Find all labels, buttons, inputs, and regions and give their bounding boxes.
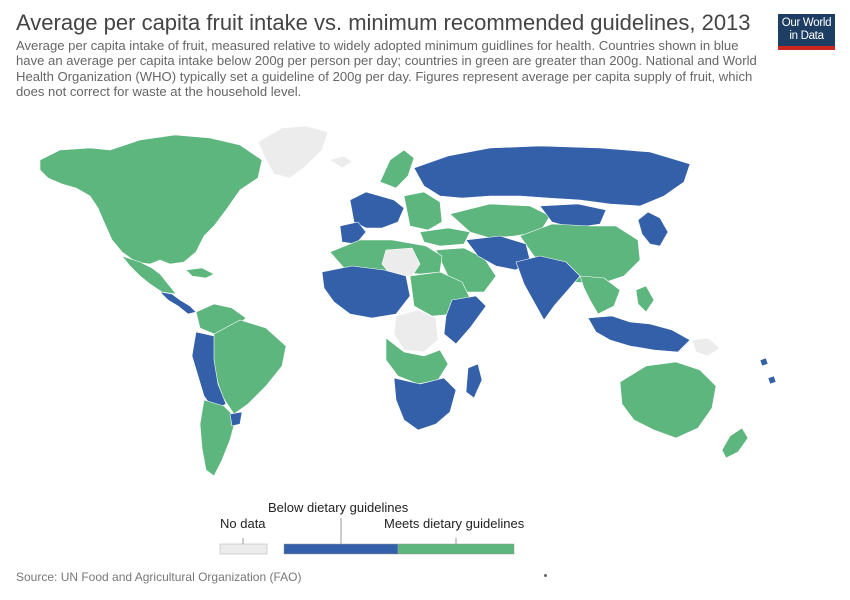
- region-caribbean[interactable]: [185, 267, 215, 279]
- region-iberia[interactable]: [339, 221, 367, 245]
- source-note[interactable]: Source: UN Food and Agricultural Organiz…: [16, 570, 302, 584]
- legend-swatch-meets[interactable]: [397, 543, 515, 555]
- region-mexico[interactable]: [121, 255, 177, 295]
- region-mongolia[interactable]: [539, 203, 607, 229]
- footer-dot: [544, 574, 547, 577]
- region-greenland[interactable]: [257, 125, 329, 179]
- region-east-central-africa[interactable]: [385, 337, 449, 385]
- region-papua-new-guinea[interactable]: [691, 337, 721, 357]
- legend-swatches: [219, 518, 515, 555]
- logo-line-2: in Data: [789, 29, 824, 42]
- logo-underline: [778, 46, 835, 50]
- legend-swatch-no-data[interactable]: [219, 543, 268, 555]
- owid-logo[interactable]: Our World in Data: [778, 14, 835, 50]
- region-argentina-chile[interactable]: [199, 399, 237, 477]
- chart-title: Average per capita fruit intake vs. mini…: [16, 10, 751, 35]
- region-scandinavia[interactable]: [379, 149, 415, 189]
- region-southern-africa[interactable]: [393, 377, 457, 431]
- map-legend: Below dietary guidelines No data Meets d…: [0, 490, 850, 570]
- region-philippines[interactable]: [635, 285, 655, 313]
- region-new-zealand[interactable]: [721, 427, 749, 459]
- chart-subtitle: Average per capita intake of fruit, meas…: [16, 38, 757, 100]
- legend-label-meets: Meets dietary guidelines: [384, 516, 525, 531]
- region-india[interactable]: [515, 255, 581, 321]
- region-australia[interactable]: [619, 361, 717, 439]
- region-eastern-europe[interactable]: [403, 191, 443, 231]
- region-indonesia[interactable]: [587, 315, 691, 353]
- logo-line-1: Our World: [781, 17, 832, 29]
- legend-swatch-below[interactable]: [283, 543, 399, 555]
- region-madagascar[interactable]: [465, 363, 483, 399]
- legend-label-below: Below dietary guidelines: [268, 500, 409, 515]
- region-uruguay[interactable]: [229, 411, 243, 427]
- region-horn-of-africa[interactable]: [443, 295, 487, 345]
- region-alaska-canada-usa[interactable]: [39, 134, 263, 265]
- region-korea-japan[interactable]: [637, 211, 669, 247]
- region-turkey-caucasus[interactable]: [419, 227, 471, 247]
- region-iceland[interactable]: [329, 155, 353, 169]
- region-central-africa[interactable]: [393, 309, 439, 353]
- region-central-america[interactable]: [159, 291, 197, 315]
- region-southeast-asia[interactable]: [579, 275, 621, 315]
- legend-label-no-data: No data: [220, 516, 266, 531]
- region-russia[interactable]: [413, 145, 691, 207]
- region-pacific-islands[interactable]: [759, 357, 777, 385]
- region-west-africa[interactable]: [321, 265, 411, 319]
- world-map[interactable]: [0, 100, 850, 490]
